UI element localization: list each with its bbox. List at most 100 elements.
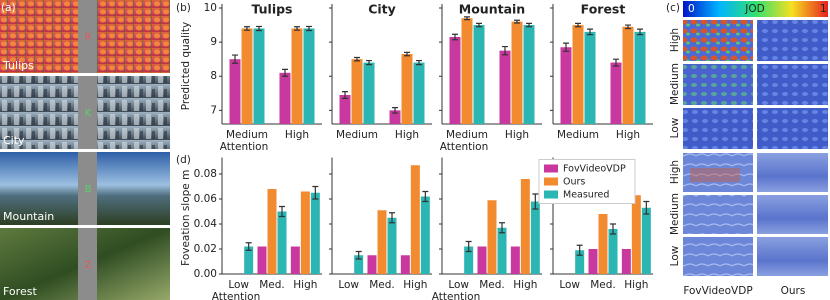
bar (267, 189, 277, 274)
bar (387, 217, 397, 274)
error-bar (625, 24, 631, 30)
heatmap (683, 108, 753, 149)
bar (461, 18, 473, 125)
x-tick-label: Medium (226, 129, 268, 141)
bar (363, 62, 375, 124)
heatmap-row-label: Medium (669, 193, 681, 235)
colorbar-label: JOD (744, 3, 764, 15)
bar (410, 165, 420, 274)
heatmap (757, 108, 828, 149)
heatmaps (683, 20, 828, 276)
bar (560, 47, 572, 125)
x-axis-label: Attention (432, 291, 480, 300)
x-tick-label: High (293, 279, 317, 291)
bar (244, 246, 254, 274)
error-bar (476, 22, 482, 28)
scene-marker: Z (85, 260, 92, 271)
y-axis-label: Predicted quality (180, 22, 192, 111)
x-tick-label: Med. (590, 279, 616, 291)
x-axis-label: Attention (440, 141, 488, 153)
scene-label: Forest (3, 285, 37, 298)
chart-title: City (368, 2, 396, 17)
heatmap-row-label: High (669, 160, 681, 184)
error-bar (422, 190, 429, 203)
panel-label: (d) (176, 154, 191, 166)
error-bar (499, 222, 505, 234)
colorbar (683, 1, 828, 17)
legend-swatch (544, 177, 558, 186)
y-tick-label: 0.00 (194, 268, 217, 280)
x-axis-label: Attention (212, 291, 260, 300)
error-bar (354, 56, 360, 62)
error-bar (452, 33, 458, 41)
heatmap (757, 20, 828, 61)
bar (303, 28, 315, 124)
error-bar (613, 58, 619, 67)
bar (389, 110, 401, 124)
bar (622, 26, 634, 124)
chart-title: Mountain (459, 2, 525, 17)
bar (598, 214, 608, 274)
panel-label: (a) (1, 2, 16, 14)
colorbar-max: 1 (820, 3, 827, 15)
chart-title: Tulips (251, 2, 292, 17)
error-bar (514, 19, 520, 24)
x-tick-label: High (616, 129, 640, 141)
error-bar (575, 22, 581, 28)
heatmap-column-label: Ours (781, 285, 806, 297)
bar (241, 28, 253, 124)
heatmap-row-label: Low (669, 117, 681, 138)
x-tick-label: High (505, 129, 529, 141)
x-tick-label: High (285, 129, 309, 141)
heatmap (757, 153, 828, 192)
bar (290, 246, 300, 274)
legend-label: Ours (563, 177, 585, 188)
bar (631, 195, 641, 274)
x-tick-label: High (624, 279, 648, 291)
bar (400, 255, 410, 274)
error-bar (643, 200, 650, 215)
separator (0, 225, 170, 228)
bar (291, 28, 303, 124)
error-bar (389, 212, 395, 224)
bar (634, 31, 646, 124)
bar (608, 229, 618, 274)
heatmap (683, 64, 753, 105)
x-tick-label: High (513, 279, 537, 291)
error-bar (532, 193, 539, 210)
error-bar (464, 16, 470, 21)
y-axis-label: Foveation slope m (180, 170, 192, 266)
error-bar (416, 59, 422, 66)
bar (253, 28, 265, 124)
bar (229, 59, 241, 125)
chart-title: Forest (581, 2, 626, 17)
y-tick-label: 10 (204, 2, 217, 14)
y-tick-label: 0.08 (194, 168, 217, 180)
bar (499, 50, 511, 124)
bar (300, 191, 310, 274)
error-bar (576, 244, 583, 256)
bar (473, 25, 485, 124)
heatmap (757, 64, 828, 105)
error-bar (232, 54, 238, 64)
bar (420, 196, 430, 274)
error-bar (392, 107, 398, 114)
bar (530, 201, 540, 274)
error-bar (502, 45, 508, 56)
x-tick-label: Low (338, 279, 359, 291)
x-tick-label: Low (448, 279, 469, 291)
error-bar (256, 25, 262, 32)
error-bar (587, 28, 593, 36)
x-tick-label: High (395, 129, 419, 141)
error-bar (306, 25, 312, 32)
error-bar (637, 28, 643, 36)
heatmap (683, 20, 753, 61)
error-bar (312, 185, 319, 200)
scene-label: City (3, 134, 25, 147)
bar (497, 227, 507, 274)
legend-label: Measured (563, 190, 609, 201)
bar (449, 37, 461, 124)
bar (520, 179, 530, 274)
error-bar (294, 26, 300, 31)
